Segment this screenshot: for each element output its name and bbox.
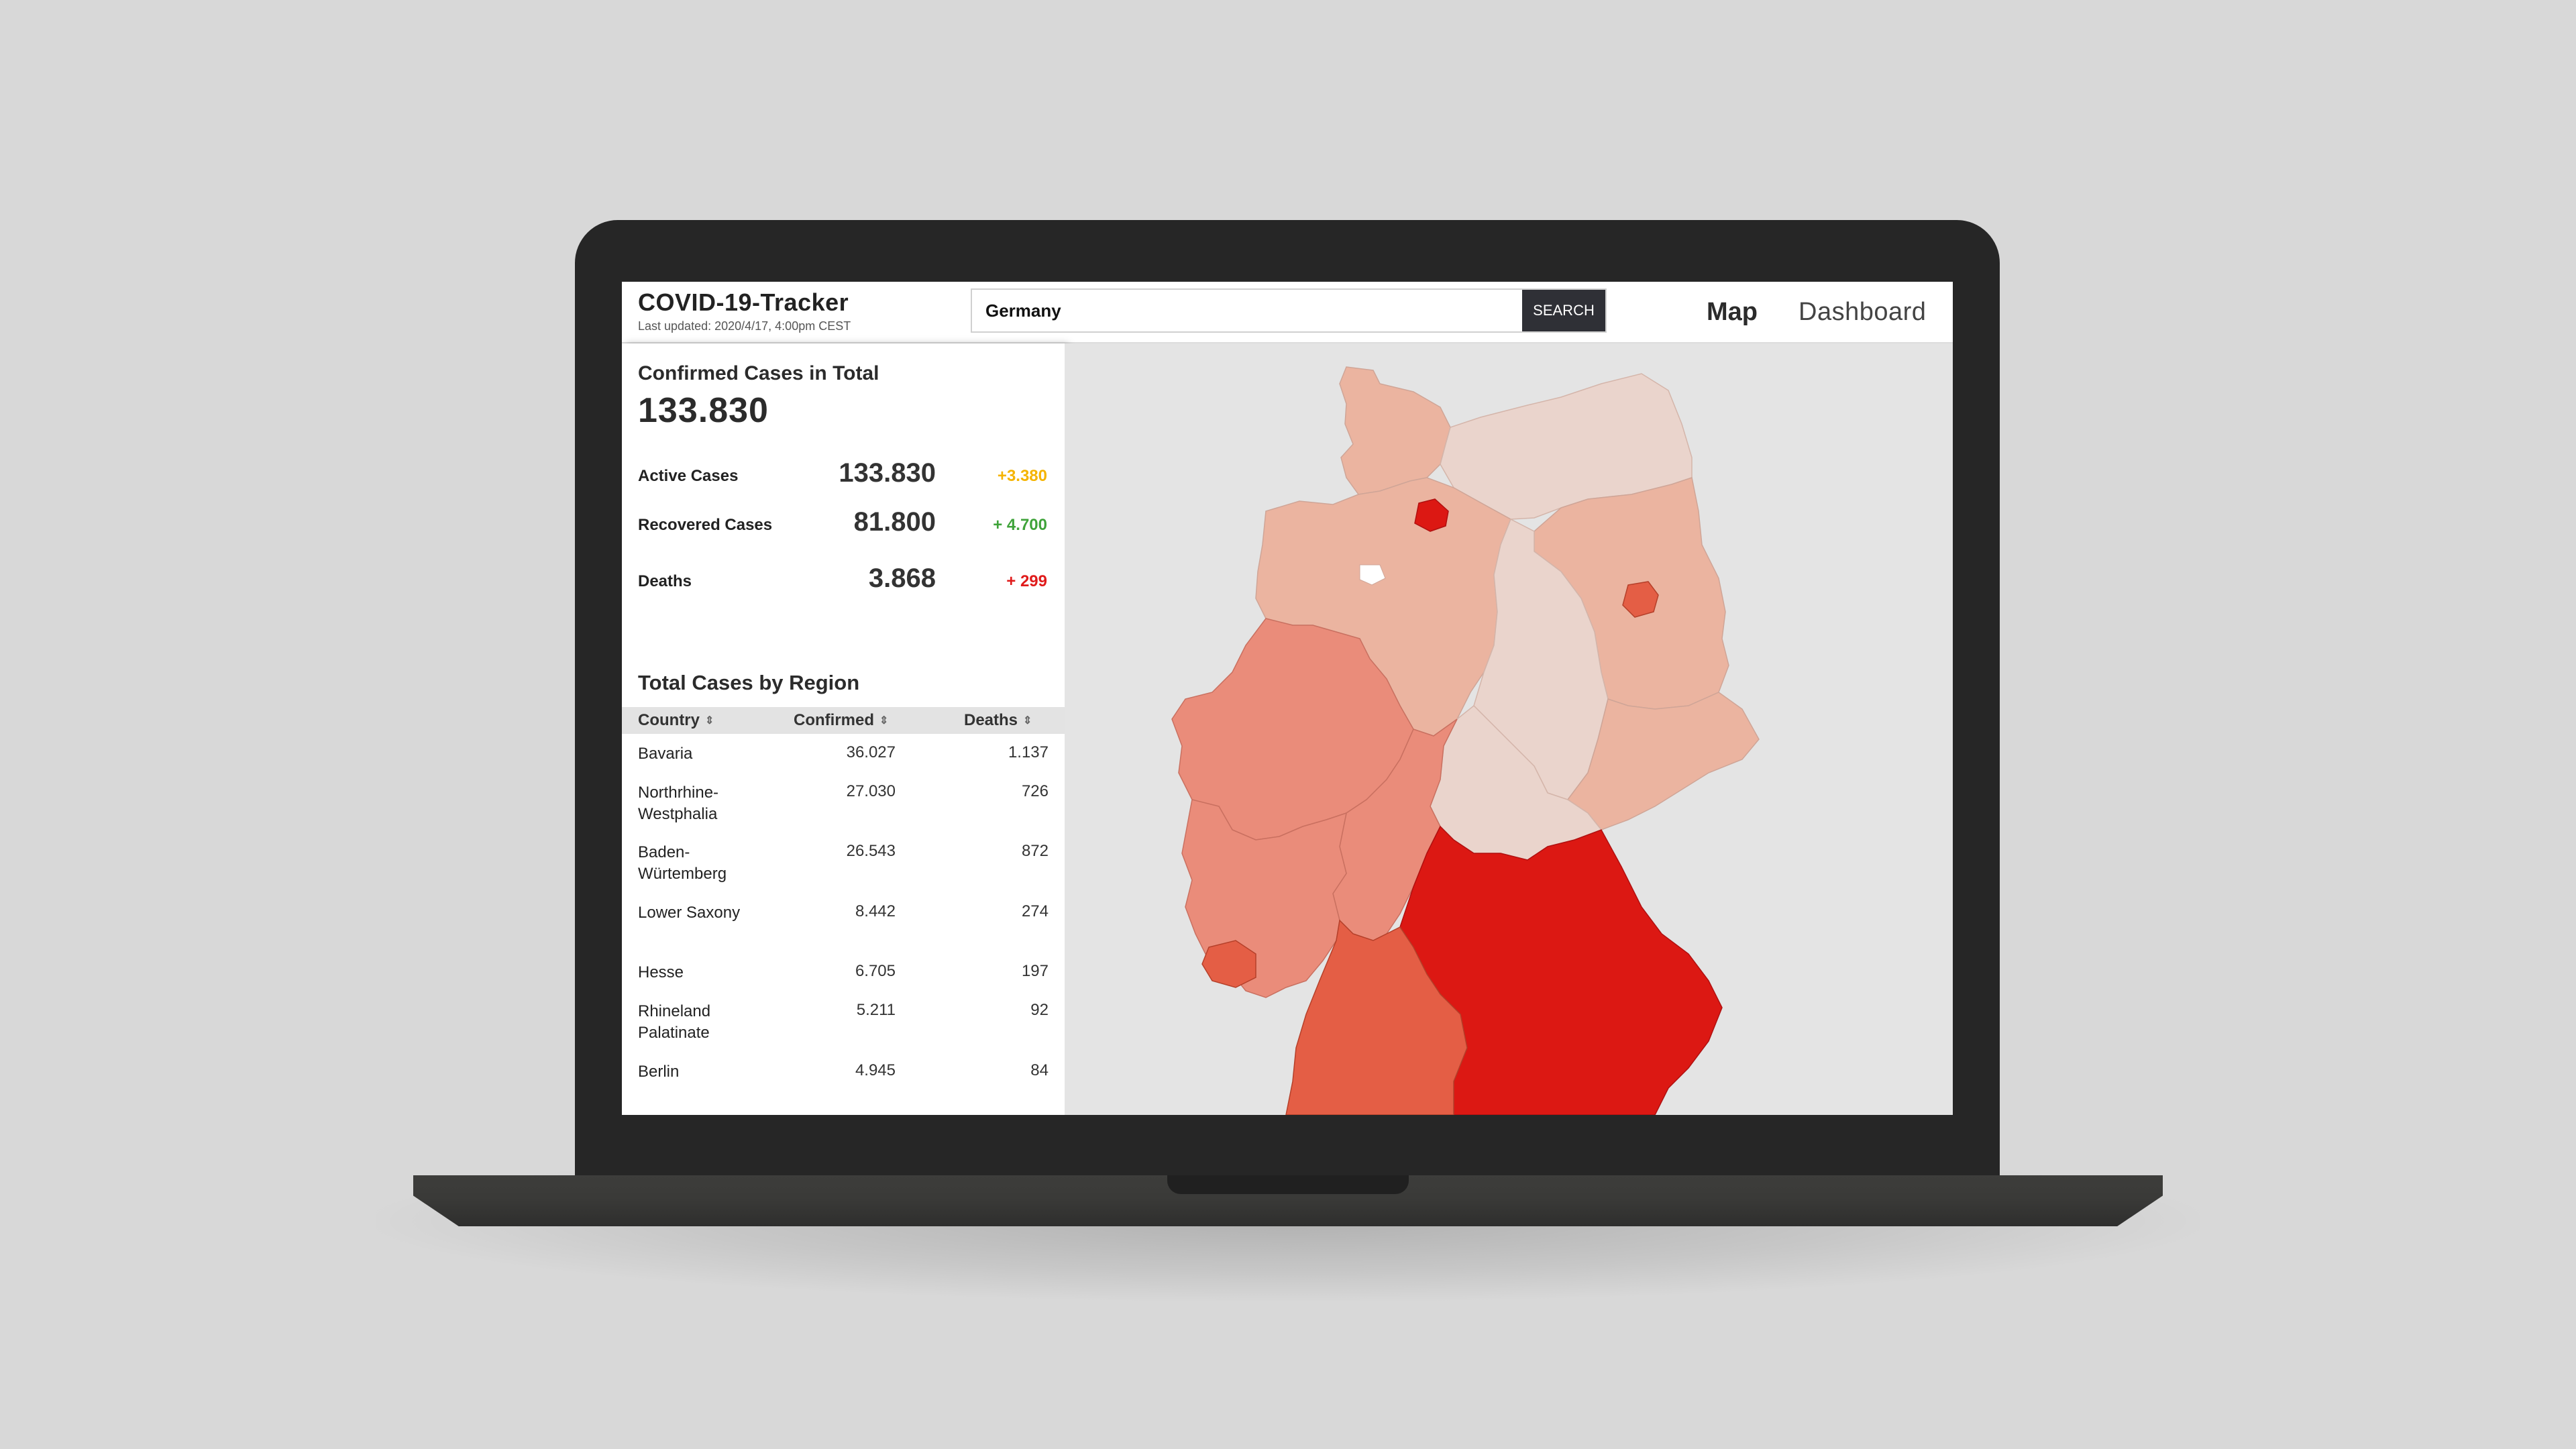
laptop-notch [1167,1175,1409,1194]
region-baden-wuerttemberg[interactable] [1285,919,1468,1115]
stat-row-deaths: Deaths 3.868 + 299 [638,561,1047,595]
column-header-country[interactable]: Country ⇕ [638,711,714,729]
column-header-deaths[interactable]: Deaths ⇕ [964,711,1032,729]
region-table-title: Total Cases by Region [638,671,860,694]
sort-icon: ⇕ [1023,715,1032,727]
cell-region: Berlin [638,1063,680,1081]
cell-region: Rhineland Palatinate [638,1002,711,1042]
cell-confirmed: 27.030 [846,782,896,800]
stat-label: Active Cases [638,467,739,485]
cell-deaths: 726 [1021,782,1049,800]
cell-region: Lower Saxony [638,904,741,922]
column-header-confirmed[interactable]: Confirmed ⇕ [794,711,889,729]
stat-label: Recovered Cases [638,516,773,534]
table-row[interactable]: Berlin 4.945 84 [622,1052,1065,1106]
cell-confirmed: 26.543 [846,842,896,860]
table-row[interactable]: Lower Saxony 8.442 274 [622,893,1065,947]
sort-icon: ⇕ [879,715,889,727]
confirmed-total-value: 133.830 [638,391,769,430]
cell-confirmed: 6.705 [855,962,896,980]
cell-deaths: 872 [1021,842,1049,860]
cell-region: Bavaria [638,745,693,763]
laptop-screen: COVID-19-Tracker Last updated: 2020/4/17… [622,282,1953,1115]
search-bar: SEARCH [971,288,1607,333]
stat-delta: + 299 [1006,572,1047,590]
nav-dashboard-link[interactable]: Dashboard [1799,298,1927,326]
region-hamburg[interactable] [1414,498,1449,532]
table-row[interactable]: Hesse 6.705 197 [622,953,1065,1006]
table-row[interactable]: Bavaria 36.027 1.137 [622,734,1065,788]
confirmed-total-title: Confirmed Cases in Total [638,362,879,384]
stat-row-recovered: Recovered Cases 81.800 + 4.700 [638,505,1047,539]
table-header: Country ⇕ Confirmed ⇕ Deaths ⇕ [622,707,1065,734]
table-row[interactable]: Rhineland Palatinate 5.211 92 [622,991,1065,1045]
cell-confirmed: 4.945 [855,1061,896,1079]
cell-confirmed: 36.027 [846,743,896,761]
nav-map-link[interactable]: Map [1707,298,1758,326]
app-header: COVID-19-Tracker Last updated: 2020/4/17… [622,282,1953,343]
region-saxony[interactable] [1566,692,1760,830]
stat-label: Deaths [638,572,692,590]
stat-value: 133.830 [839,458,936,488]
region-bremen[interactable] [1359,564,1386,586]
app-title: COVID-19-Tracker [638,288,849,316]
cell-region: Hesse [638,963,684,981]
cell-region: Baden-Würtemberg [638,843,727,883]
map-view[interactable] [1065,343,1953,1115]
stats-panel: Confirmed Cases in Total 133.830 Active … [622,343,1065,1115]
stat-delta: + 4.700 [993,516,1047,534]
region-schleswig-holstein[interactable] [1339,366,1451,495]
stat-row-active: Active Cases 133.830 +3.380 [638,456,1047,490]
search-button[interactable]: SEARCH [1522,290,1605,331]
cell-confirmed: 5.211 [856,1001,896,1019]
cell-deaths: 274 [1021,902,1049,920]
cell-deaths: 84 [1030,1061,1049,1079]
stat-delta: +3.380 [997,467,1047,485]
last-updated-text: Last updated: 2020/4/17, 4:00pm CEST [638,319,851,333]
table-row[interactable]: Baden-Würtemberg 26.543 872 [622,833,1065,886]
stat-value: 81.800 [853,507,936,537]
stat-value: 3.868 [868,564,936,593]
region-saarland[interactable] [1201,940,1256,988]
cell-deaths: 197 [1021,962,1049,980]
sort-icon: ⇕ [705,715,714,727]
cell-region: Northrhine-Westphalia [638,784,719,823]
cell-confirmed: 8.442 [855,902,896,920]
search-input[interactable] [972,290,1522,331]
cell-deaths: 1.137 [1008,743,1049,761]
table-row[interactable]: Northrhine-Westphalia 27.030 726 [622,773,1065,826]
region-berlin[interactable] [1622,581,1659,618]
germany-map[interactable] [1065,343,1953,1115]
cell-deaths: 92 [1030,1001,1049,1019]
